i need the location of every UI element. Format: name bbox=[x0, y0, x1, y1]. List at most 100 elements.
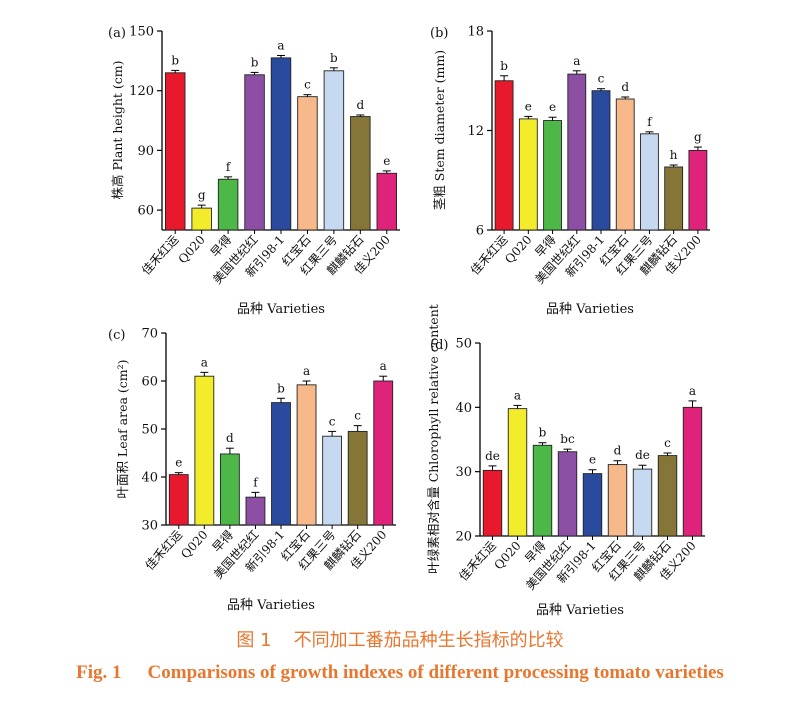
significance-letter: f bbox=[226, 160, 232, 174]
y-tick-label: 150 bbox=[129, 25, 154, 40]
x-axis-label: 品种 Varieties bbox=[227, 598, 315, 613]
significance-letter: e bbox=[175, 456, 182, 470]
significance-letter: c bbox=[329, 414, 336, 428]
figure-caption-en: Fig. 1 Comparisons of growth indexes of d… bbox=[0, 662, 800, 684]
bar-1 bbox=[168, 474, 189, 526]
bar-1 bbox=[482, 469, 503, 537]
bar-6 bbox=[615, 98, 635, 231]
chart-panel-4: 20 30 40 50 (d)叶绿素相对含量 Chlorophyll relative … bbox=[426, 304, 705, 618]
y-tick-label: 30 bbox=[455, 465, 472, 480]
significance-letter: e bbox=[525, 99, 532, 113]
bar-5 bbox=[591, 90, 611, 231]
significance-letter: d bbox=[614, 444, 622, 458]
significance-letter: e bbox=[383, 154, 390, 168]
significance-letter: de bbox=[485, 449, 500, 463]
caption-cn-text: 不同加工番茄品种生长指标的比较 bbox=[293, 630, 564, 651]
y-tick-label: 40 bbox=[455, 401, 472, 416]
y-tick-label: 50 bbox=[141, 423, 158, 438]
significance-letter: c bbox=[598, 72, 605, 86]
bar-4 bbox=[557, 451, 578, 537]
charts-svg: 60 90 120 150(a) 株高 Plant height (cm) b 佳禾红运 g Q… bbox=[108, 25, 710, 618]
x-tick-label: 佳禾红运 bbox=[142, 527, 185, 573]
bar-7 bbox=[323, 70, 345, 231]
significance-letter: a bbox=[201, 355, 208, 369]
chart-panel-1: 60 90 120 150(a) 株高 Plant height (cm) b 佳禾红运 g Q… bbox=[108, 25, 400, 317]
significance-letter: e bbox=[589, 453, 596, 467]
y-axis-label: 叶绿素相对含量 Chlorophyll relative content bbox=[426, 304, 441, 574]
bar-2 bbox=[191, 207, 212, 231]
bar-4 bbox=[244, 74, 265, 231]
bar-7 bbox=[632, 468, 653, 537]
panel-label: (a) bbox=[108, 26, 126, 41]
bar-9 bbox=[373, 380, 394, 526]
significance-letter: g bbox=[694, 130, 702, 144]
significance-letter: c bbox=[354, 409, 361, 423]
significance-letter: a bbox=[380, 359, 387, 373]
x-tick-label: Q020 bbox=[502, 233, 534, 267]
bar-4 bbox=[245, 496, 266, 526]
bar-1 bbox=[164, 72, 186, 231]
significance-letter: de bbox=[635, 448, 650, 462]
x-axis-label: 品种 Varieties bbox=[536, 603, 624, 618]
significance-letter: b bbox=[500, 59, 508, 73]
y-tick-label: 20 bbox=[455, 530, 472, 545]
significance-letter: b bbox=[330, 51, 338, 65]
y-axis-label: 株高 Plant height (cm) bbox=[110, 61, 125, 200]
bar-8 bbox=[657, 455, 678, 537]
x-tick-label: Q020 bbox=[491, 539, 523, 573]
panel-label: (c) bbox=[108, 328, 125, 343]
significance-letter: a bbox=[277, 38, 284, 52]
y-tick-label: 50 bbox=[455, 337, 472, 352]
chart-panel-3: 30 40 50 60 70 (c) 叶面积 Leaf area (cm²) e 佳禾红运 a Q0… bbox=[108, 327, 396, 613]
bar-6 bbox=[607, 464, 628, 537]
bar-3 bbox=[543, 120, 562, 231]
significance-letter: b bbox=[539, 426, 547, 440]
bar-2 bbox=[518, 118, 538, 231]
bar-2 bbox=[507, 408, 528, 537]
significance-letter: f bbox=[647, 115, 653, 129]
bar-4 bbox=[567, 73, 587, 231]
y-tick-label: 90 bbox=[137, 144, 154, 159]
figure-caption-cn: 图 1 不同加工番茄品种生长指标的比较 bbox=[0, 626, 800, 652]
panel-label: (b) bbox=[430, 26, 448, 41]
y-tick-label: 12 bbox=[467, 124, 484, 139]
bar-2 bbox=[194, 375, 215, 526]
significance-letter: b bbox=[251, 55, 259, 69]
bar-6 bbox=[297, 96, 318, 231]
bar-5 bbox=[582, 473, 603, 537]
y-axis-label: 茎粗 Stem diameter (mm) bbox=[432, 50, 447, 210]
significance-letter: d bbox=[226, 431, 234, 445]
bar-7 bbox=[322, 435, 343, 526]
y-axis-label: 叶面积 Leaf area (cm²) bbox=[115, 359, 130, 498]
bar-5 bbox=[271, 402, 291, 526]
bar-1 bbox=[494, 80, 514, 231]
y-tick-label: 60 bbox=[141, 375, 158, 390]
significance-letter: g bbox=[198, 188, 206, 202]
significance-letter: d bbox=[621, 80, 629, 94]
significance-letter: b bbox=[277, 381, 285, 395]
y-tick-label: 120 bbox=[129, 84, 154, 99]
y-tick-label: 60 bbox=[137, 204, 154, 219]
bar-9 bbox=[376, 172, 398, 231]
x-tick-label: Q020 bbox=[178, 528, 210, 562]
y-tick-label: 40 bbox=[141, 471, 158, 486]
bar-8 bbox=[347, 430, 368, 526]
significance-letter: a bbox=[303, 364, 310, 378]
x-tick-label: 佳禾红运 bbox=[138, 232, 181, 278]
bar-6 bbox=[296, 384, 317, 526]
y-tick-label: 18 bbox=[467, 25, 484, 40]
significance-letter: b bbox=[171, 53, 179, 67]
bar-7 bbox=[640, 133, 659, 231]
significance-letter: d bbox=[356, 98, 364, 112]
bar-5 bbox=[270, 57, 292, 231]
caption-cn-number: 图 1 bbox=[236, 630, 272, 651]
y-tick-label: 6 bbox=[476, 224, 484, 239]
significance-letter: c bbox=[304, 78, 311, 92]
significance-letter: f bbox=[253, 475, 259, 489]
bar-3 bbox=[217, 178, 239, 231]
significance-letter: a bbox=[514, 388, 521, 402]
x-axis-label: 品种 Varieties bbox=[546, 302, 634, 317]
y-tick-label: 30 bbox=[141, 519, 158, 534]
